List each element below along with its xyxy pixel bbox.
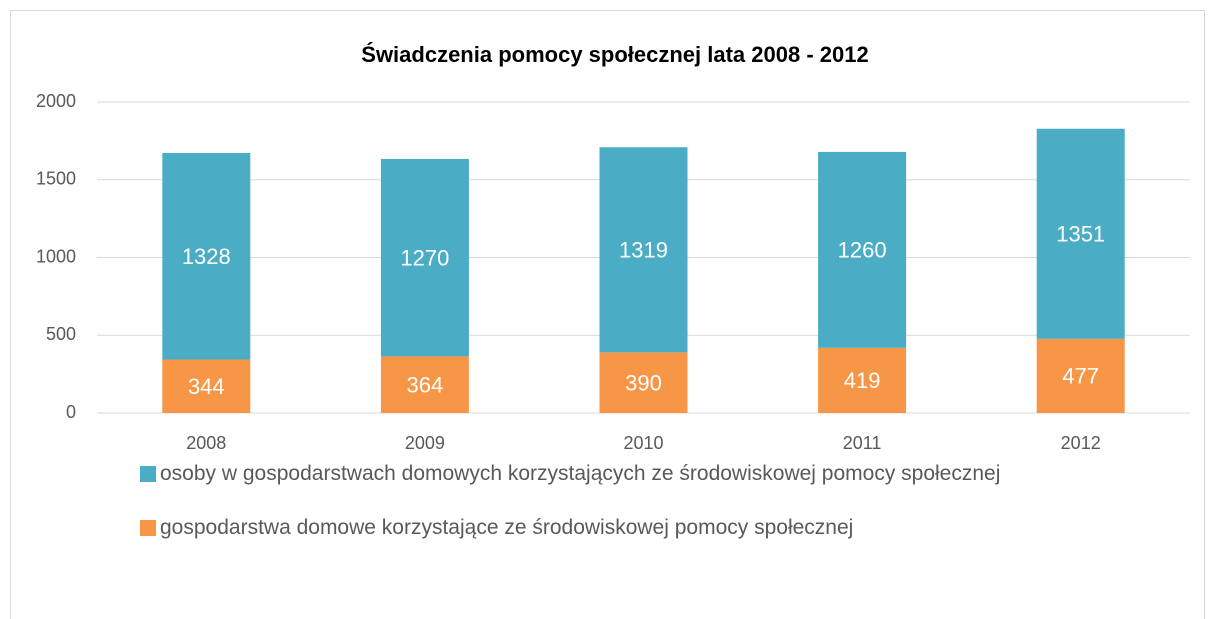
value-label: 1260 xyxy=(838,238,887,263)
x-tick-label: 2010 xyxy=(623,433,663,453)
chart-title: Świadczenia pomocy społecznej lata 2008 … xyxy=(361,42,868,67)
value-label: 1328 xyxy=(182,244,231,269)
value-label: 419 xyxy=(844,368,881,393)
x-tick-label: 2012 xyxy=(1061,433,1101,453)
x-tick-label: 2008 xyxy=(186,433,226,453)
legend-label: osoby w gospodarstwach domowych korzysta… xyxy=(160,462,1001,485)
bar-segment xyxy=(1036,338,1125,413)
bar-segment xyxy=(380,356,469,413)
bar-segment xyxy=(599,147,688,353)
bar-segment xyxy=(162,359,251,413)
y-tick-label: 1500 xyxy=(36,169,76,189)
bar-segment xyxy=(599,352,688,413)
x-tick-label: 2011 xyxy=(843,433,882,453)
value-label: 1319 xyxy=(619,238,668,263)
x-tick-label: 2009 xyxy=(405,433,445,453)
value-label: 1270 xyxy=(400,245,449,270)
bar-segment xyxy=(818,151,907,348)
y-tick-label: 500 xyxy=(46,324,76,344)
y-tick-label: 1000 xyxy=(36,246,76,266)
legend-swatch xyxy=(140,466,156,482)
value-label: 364 xyxy=(407,373,444,398)
legend-label: gospodarstwa domowe korzystające ze środ… xyxy=(160,516,854,539)
bar-segment xyxy=(380,158,469,357)
value-label: 344 xyxy=(188,374,225,399)
value-label: 1351 xyxy=(1056,222,1105,247)
bar-segment xyxy=(818,347,907,413)
legend-swatch xyxy=(140,520,156,536)
legend: osoby w gospodarstwach domowych korzysta… xyxy=(140,456,1140,564)
bar-segment xyxy=(162,153,251,360)
bar-segment xyxy=(1036,128,1125,339)
legend-entry: osoby w gospodarstwach domowych korzysta… xyxy=(140,456,1140,492)
value-label: 477 xyxy=(1062,364,1099,389)
y-tick-label: 2000 xyxy=(36,91,76,111)
chart-border xyxy=(10,10,1205,619)
legend-entry: gospodarstwa domowe korzystające ze środ… xyxy=(140,510,1140,546)
y-tick-label: 0 xyxy=(66,402,76,422)
value-label: 390 xyxy=(625,370,662,395)
